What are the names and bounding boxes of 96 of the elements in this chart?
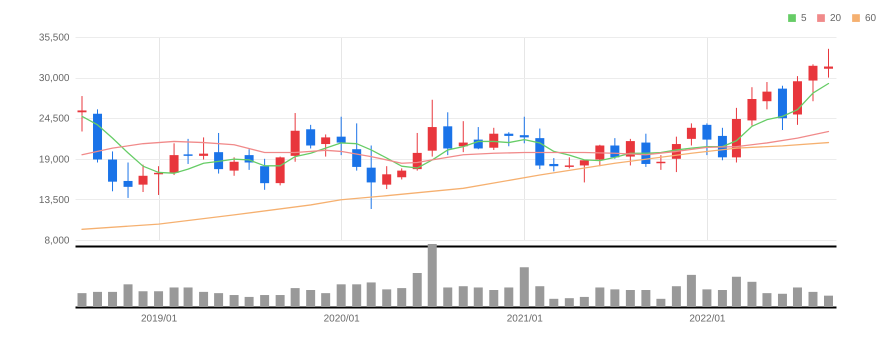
bar xyxy=(610,289,620,307)
bar xyxy=(412,272,422,307)
candlestick xyxy=(366,145,376,210)
bar xyxy=(747,282,756,307)
candlestick xyxy=(397,168,406,180)
bar xyxy=(244,296,254,307)
candlestick xyxy=(230,156,239,176)
x-tick-label: 2020/01 xyxy=(324,314,360,324)
candlestick xyxy=(321,134,330,158)
y-tick-label: 24,500 xyxy=(38,114,70,125)
candlestick xyxy=(199,136,208,160)
y-tick-label: 35,500 xyxy=(38,32,70,44)
bar xyxy=(290,288,300,307)
bar xyxy=(230,295,239,307)
bar xyxy=(306,290,316,307)
bar xyxy=(458,286,468,307)
bar xyxy=(366,282,376,307)
bar xyxy=(170,287,179,307)
legend-label: 20 xyxy=(830,13,842,24)
bar xyxy=(626,290,635,307)
bar xyxy=(260,295,270,307)
bar xyxy=(535,286,544,307)
candlestick xyxy=(124,162,133,198)
bar xyxy=(792,287,802,307)
bar xyxy=(520,267,529,307)
candlestick xyxy=(154,166,164,196)
candlestick xyxy=(78,96,87,132)
bar xyxy=(489,290,498,307)
candlestick xyxy=(352,122,362,172)
candlestick xyxy=(520,116,529,144)
candlestick xyxy=(549,158,558,172)
legend-label: 60 xyxy=(865,13,877,24)
bar xyxy=(504,287,514,307)
candlestick xyxy=(214,132,224,174)
candlestick xyxy=(747,86,756,126)
x-tick-label: 2022/01 xyxy=(689,314,726,324)
candlestick xyxy=(170,142,179,176)
candlestick xyxy=(824,48,833,78)
candlestick xyxy=(382,166,392,190)
bar xyxy=(93,292,102,307)
bar xyxy=(824,296,833,307)
candlestick xyxy=(108,150,118,192)
bar xyxy=(199,292,208,307)
bar xyxy=(762,293,772,307)
candlestick xyxy=(443,112,452,156)
y-tick-label: 8,000 xyxy=(44,236,70,246)
bar xyxy=(428,244,437,307)
candlestick xyxy=(138,164,148,193)
bar xyxy=(108,292,118,307)
y-tick-label: 13,500 xyxy=(38,194,70,206)
bar xyxy=(732,276,741,307)
bar xyxy=(580,296,589,307)
candlestick xyxy=(489,127,498,150)
candlestick xyxy=(702,122,712,156)
candlestick xyxy=(762,82,772,110)
legend-label: 5 xyxy=(801,13,807,24)
x-tick-label: 2021/01 xyxy=(506,314,544,324)
bar xyxy=(702,289,712,307)
bar xyxy=(474,287,483,307)
bar xyxy=(138,291,148,307)
candlestick xyxy=(686,122,696,146)
candlestick xyxy=(580,159,589,183)
bar xyxy=(564,298,574,307)
bar xyxy=(154,291,164,307)
bar xyxy=(336,284,346,307)
candlestick xyxy=(504,132,514,147)
bar xyxy=(382,289,392,307)
x-tick-label: 2019/01 xyxy=(140,314,178,324)
bar xyxy=(443,287,452,307)
bar xyxy=(78,293,87,307)
bar xyxy=(214,293,224,307)
bar xyxy=(656,298,666,307)
bar xyxy=(184,287,193,307)
candlestick xyxy=(428,99,437,158)
bar xyxy=(352,284,362,307)
bar xyxy=(321,293,330,307)
bar xyxy=(686,274,696,307)
bar xyxy=(124,284,133,307)
bar xyxy=(549,298,558,307)
bar xyxy=(276,295,285,307)
line-series xyxy=(81,142,830,230)
bar xyxy=(595,287,604,307)
candlestick xyxy=(808,64,818,102)
candlestick xyxy=(336,116,346,156)
bar xyxy=(641,290,650,307)
y-tick-label: 19,000 xyxy=(38,154,70,166)
candlestick xyxy=(184,138,193,164)
bar xyxy=(808,292,818,307)
candlestick xyxy=(306,124,316,149)
y-tick-label: 30,000 xyxy=(38,73,70,84)
candlestick xyxy=(564,156,574,169)
bar xyxy=(778,294,787,307)
bar xyxy=(397,288,406,307)
bar xyxy=(718,290,727,307)
bar xyxy=(672,286,681,307)
candlestick xyxy=(260,158,270,190)
